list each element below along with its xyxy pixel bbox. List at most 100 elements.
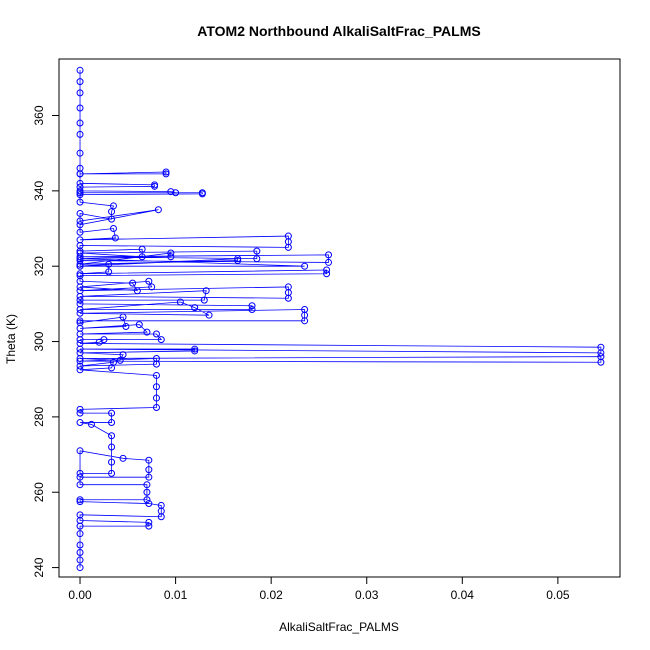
data-point — [167, 253, 175, 261]
data-point — [234, 257, 242, 265]
data-point — [76, 306, 84, 314]
data-point — [108, 469, 116, 477]
data-point — [76, 296, 84, 304]
plot-frame — [58, 58, 621, 578]
data-point — [133, 287, 141, 295]
data-point — [191, 304, 199, 312]
data-point — [76, 473, 84, 481]
data-point — [129, 279, 137, 287]
data-point — [145, 518, 153, 526]
data-point — [119, 351, 127, 359]
data-point — [167, 188, 175, 196]
data-point — [109, 225, 117, 233]
data-marks — [76, 66, 605, 572]
data-point — [76, 522, 84, 530]
x-tick-label: 0.04 — [451, 588, 475, 602]
data-point — [151, 182, 159, 190]
y-tick-label: 340 — [32, 181, 46, 201]
x-tick-label: 0.02 — [259, 588, 283, 602]
data-point — [202, 287, 210, 295]
data-point — [76, 556, 84, 564]
data-point — [76, 187, 84, 195]
data-point — [76, 498, 84, 506]
data-point — [157, 513, 165, 521]
data-point — [76, 549, 84, 557]
data-point — [172, 189, 180, 197]
data-point — [145, 473, 153, 481]
data-point — [162, 168, 170, 176]
data-point — [76, 469, 84, 477]
data-point — [76, 170, 84, 178]
data-point — [76, 130, 84, 138]
data-point — [143, 328, 151, 336]
data-point — [145, 500, 153, 508]
data-point — [143, 488, 151, 496]
data-point — [119, 454, 127, 462]
data-point — [325, 258, 333, 266]
series-line — [79, 70, 602, 568]
data-point — [76, 409, 84, 417]
data-point — [325, 251, 333, 259]
data-point — [76, 309, 84, 317]
y-tick-label: 320 — [32, 256, 46, 276]
data-point — [198, 190, 206, 198]
data-point — [122, 322, 130, 330]
data-point — [76, 357, 84, 365]
y-tick-label: 260 — [32, 482, 46, 502]
data-point — [284, 294, 292, 302]
data-point — [76, 66, 84, 74]
data-point — [108, 364, 116, 372]
data-point — [234, 255, 242, 263]
data-point — [76, 191, 84, 199]
data-point — [145, 277, 153, 285]
data-point — [597, 358, 605, 366]
data-point — [76, 355, 84, 362]
data-point — [76, 496, 84, 504]
data-point — [191, 345, 199, 353]
x-tick-label: 0.03 — [355, 588, 379, 602]
data-point — [248, 306, 256, 314]
data-point — [76, 119, 84, 127]
data-point — [152, 330, 160, 338]
y-tick-label: 280 — [32, 407, 46, 427]
data-point — [135, 321, 143, 329]
data-point — [76, 564, 84, 572]
data-point — [205, 311, 213, 319]
data-point — [152, 394, 160, 402]
data-point — [105, 268, 113, 276]
data-point — [284, 243, 292, 251]
data-point — [76, 228, 84, 236]
data-point — [76, 541, 84, 549]
data-point — [191, 347, 199, 355]
data-point — [76, 149, 84, 157]
data-point — [323, 266, 331, 274]
data-point — [167, 249, 175, 257]
data-point — [145, 522, 153, 530]
data-point — [108, 215, 116, 223]
data-point — [323, 270, 331, 278]
data-point — [76, 221, 84, 229]
data-point — [108, 432, 116, 440]
data-point — [76, 292, 84, 300]
data-point — [154, 206, 162, 214]
data-point — [76, 255, 84, 263]
data-point — [76, 189, 84, 197]
y-axis-label: Theta (K) — [4, 314, 18, 364]
data-point — [152, 371, 160, 379]
data-point — [76, 419, 84, 427]
data-point — [95, 338, 103, 346]
data-point — [143, 481, 151, 489]
x-axis-label: AlkaliSaltFrac_PALMS — [279, 620, 399, 634]
data-point — [253, 247, 261, 255]
data-point — [76, 179, 84, 187]
data-point — [152, 383, 160, 391]
data-point — [152, 403, 160, 411]
data-point — [76, 283, 84, 291]
y-tick-label: 300 — [32, 331, 46, 351]
data-point — [76, 104, 84, 112]
data-point — [76, 530, 84, 538]
data-point — [76, 336, 84, 344]
data-point — [143, 496, 151, 504]
y-tick-label: 240 — [32, 557, 46, 577]
x-tick-label: 0.01 — [164, 588, 188, 602]
